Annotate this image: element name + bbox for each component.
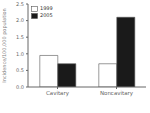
html-text:1999: 1999 (40, 5, 53, 11)
svg-text:Incidence/100,000 population: Incidence/100,000 population (1, 8, 8, 83)
svg-text:1.5: 1.5 (16, 34, 24, 40)
html-text:2005: 2005 (40, 12, 53, 18)
svg-text:0.5: 0.5 (16, 67, 24, 73)
svg-text:2.0: 2.0 (16, 17, 24, 23)
svg-text:2.5: 2.5 (16, 1, 24, 7)
svg-text:Cavitary: Cavitary (46, 90, 70, 97)
svg-text:1.0: 1.0 (16, 51, 24, 57)
svg-text:0.0: 0.0 (16, 84, 24, 90)
svg-text:Noncavitary: Noncavitary (100, 90, 134, 97)
